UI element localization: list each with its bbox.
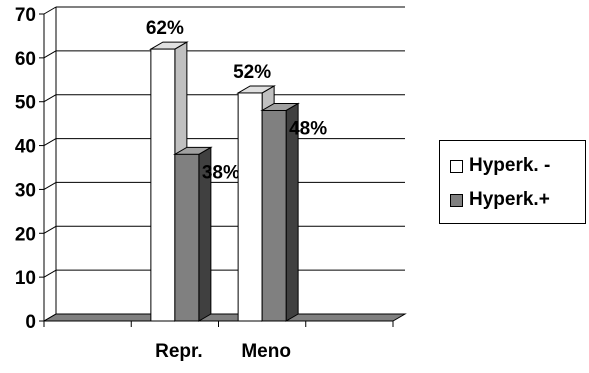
chart-floor — [42, 313, 407, 322]
data-label: 62% — [146, 18, 184, 39]
legend-swatch-series-2 — [450, 193, 463, 207]
legend-label-series-2: Hyperk.+ — [469, 189, 550, 210]
y-tick-label: 30 — [15, 180, 36, 201]
gridline-depth — [43, 6, 57, 15]
data-label: 38% — [202, 162, 240, 183]
y-tick-label: 60 — [15, 49, 36, 70]
bar — [261, 109, 287, 322]
chart-legend: Hyperk. - Hyperk.+ — [439, 140, 586, 224]
gridline-depth — [43, 50, 57, 59]
legend-item-series-2: Hyperk.+ — [450, 189, 550, 211]
y-tick-label: 20 — [15, 224, 36, 245]
bar — [174, 153, 200, 322]
bar — [237, 92, 263, 322]
gridline-depth — [43, 269, 57, 278]
x-tick-label: Repr. — [155, 341, 203, 362]
gridline-depth — [43, 138, 57, 147]
bar — [150, 48, 176, 322]
y-tick-label: 0 — [25, 312, 36, 333]
y-tick-label: 50 — [15, 93, 36, 114]
gridline-depth — [43, 225, 57, 234]
gridline-depth — [43, 94, 57, 103]
gridline-depth — [43, 181, 57, 190]
legend-swatch-series-1 — [450, 159, 463, 173]
data-label: 48% — [289, 118, 327, 139]
legend-label-series-1: Hyperk. - — [469, 155, 551, 176]
y-tick-label: 10 — [15, 268, 36, 289]
gridline-depth — [43, 313, 57, 322]
y-tick-label: 70 — [15, 5, 36, 26]
x-tick-label: Meno — [241, 341, 291, 362]
data-label: 52% — [233, 62, 271, 83]
y-tick-label: 40 — [15, 137, 36, 158]
legend-item-series-1: Hyperk. - — [450, 155, 550, 177]
